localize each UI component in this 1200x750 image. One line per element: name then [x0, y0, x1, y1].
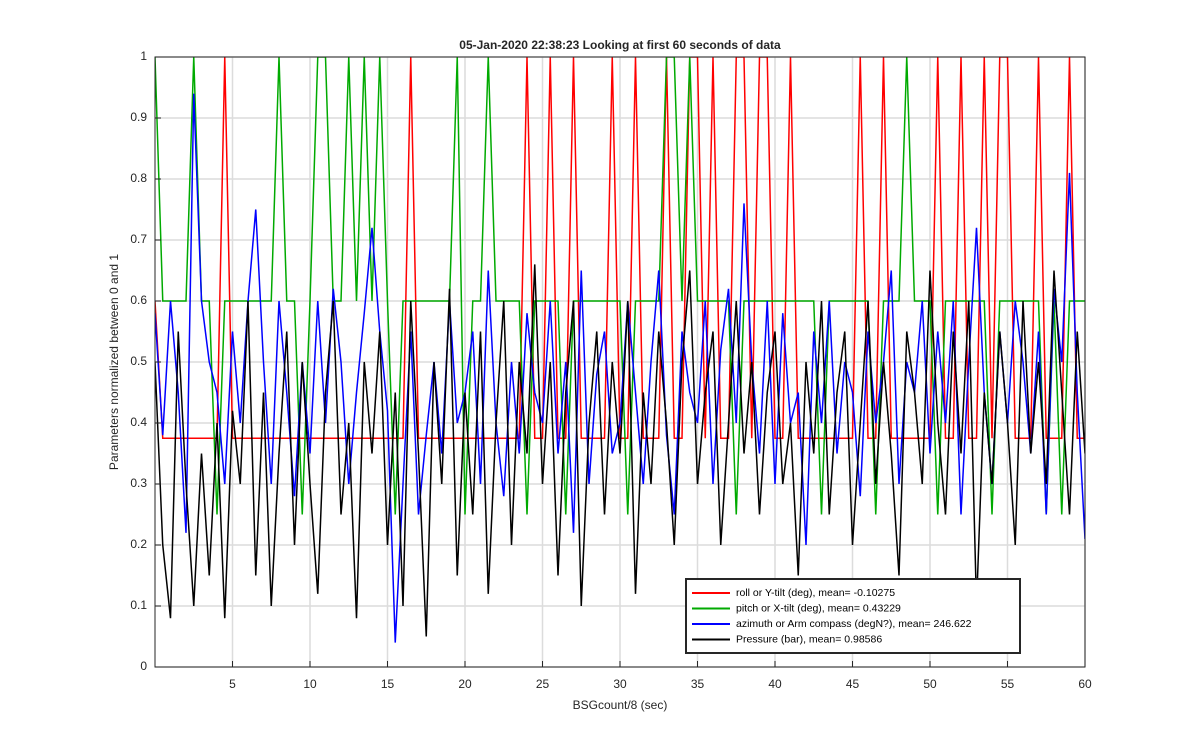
y-tick-label: 0.4 — [130, 415, 147, 429]
lines — [155, 57, 1085, 643]
x-tick-label: 40 — [768, 677, 782, 691]
x-tick-label: 50 — [923, 677, 937, 691]
ticks: 5 10 15 20 25 30 35 40 45 50 55 60 0 0.1 0.2 0.3 0.4 0.5 0… — [130, 49, 1092, 691]
x-tick-label: 60 — [1078, 677, 1092, 691]
y-tick-label: 0.6 — [130, 293, 147, 307]
y-tick-label: 1 — [140, 49, 147, 63]
x-tick-label: 10 — [303, 677, 317, 691]
x-axis-label: BSGcount/8 (sec) — [573, 698, 668, 712]
legend-label: pitch or X-tilt (deg), mean= 0.43229 — [736, 602, 901, 614]
series-line — [155, 93, 1085, 643]
x-tick-label: 5 — [229, 677, 236, 691]
legend-box — [685, 578, 1021, 654]
x-tick-label: 55 — [1001, 677, 1015, 691]
y-tick-label: 0.2 — [130, 537, 147, 551]
x-tick-label: 25 — [536, 677, 550, 691]
y-tick-label: 0.1 — [130, 598, 147, 612]
legend-label: azimuth or Arm compass (degN?), mean= 24… — [736, 618, 972, 630]
legend-label: roll or Y-tilt (deg), mean= -0.10275 — [736, 587, 895, 599]
y-axis-label: Parameters normalized between 0 and 1 — [107, 254, 121, 470]
series-line — [155, 57, 1085, 439]
legend-label: Pressure (bar), mean= 0.98586 — [736, 633, 882, 645]
y-tick-label: 0.5 — [130, 354, 147, 368]
x-tick-label: 45 — [846, 677, 860, 691]
series-line — [155, 264, 1085, 637]
y-tick-label: 0 — [140, 659, 147, 673]
y-tick-label: 0.9 — [130, 110, 147, 124]
chart-title: 05-Jan-2020 22:38:23 Looking at first 60… — [459, 38, 781, 52]
x-tick-label: 30 — [613, 677, 627, 691]
x-tick-label: 20 — [458, 677, 472, 691]
y-tick-label: 0.7 — [130, 232, 147, 246]
y-tick-label: 0.8 — [130, 171, 147, 185]
legend: roll or Y-tilt (deg), mean= -0.10275 pitc… — [685, 578, 1021, 654]
y-tick-label: 0.3 — [130, 476, 147, 490]
x-tick-label: 15 — [381, 677, 395, 691]
series-line — [155, 57, 1085, 515]
x-tick-label: 35 — [691, 677, 705, 691]
